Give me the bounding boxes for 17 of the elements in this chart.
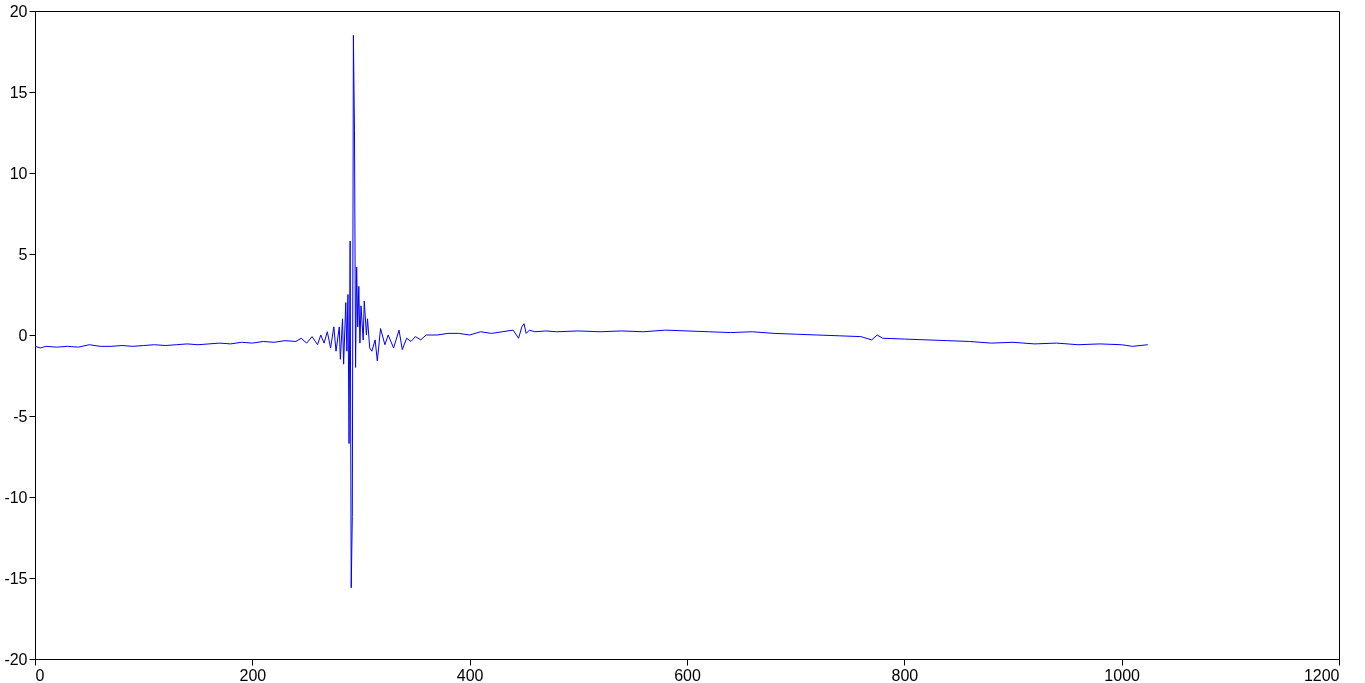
x-tick-label: 800 bbox=[891, 666, 919, 683]
x-tick-label: 600 bbox=[674, 666, 701, 683]
line-series bbox=[34, 34, 1149, 589]
y-tick-label: 20 bbox=[9, 2, 28, 20]
x-tick-label: 1000 bbox=[1104, 666, 1141, 683]
x-tick-label: 1200 bbox=[1303, 666, 1340, 683]
y-tick-label: -20 bbox=[4, 650, 28, 668]
x-tick-label: 200 bbox=[239, 666, 267, 683]
x-tick-label: 0 bbox=[35, 666, 45, 683]
y-tick-label: -15 bbox=[4, 569, 28, 587]
y-tick-label: 15 bbox=[9, 83, 28, 101]
y-tick-label: -10 bbox=[4, 488, 28, 506]
x-tick-label: 400 bbox=[456, 666, 484, 683]
y-tick-label: 10 bbox=[9, 164, 28, 182]
y-tick-label: 5 bbox=[18, 245, 28, 263]
y-tick-label: 0 bbox=[18, 326, 28, 344]
y-tick-label: -5 bbox=[13, 407, 28, 425]
